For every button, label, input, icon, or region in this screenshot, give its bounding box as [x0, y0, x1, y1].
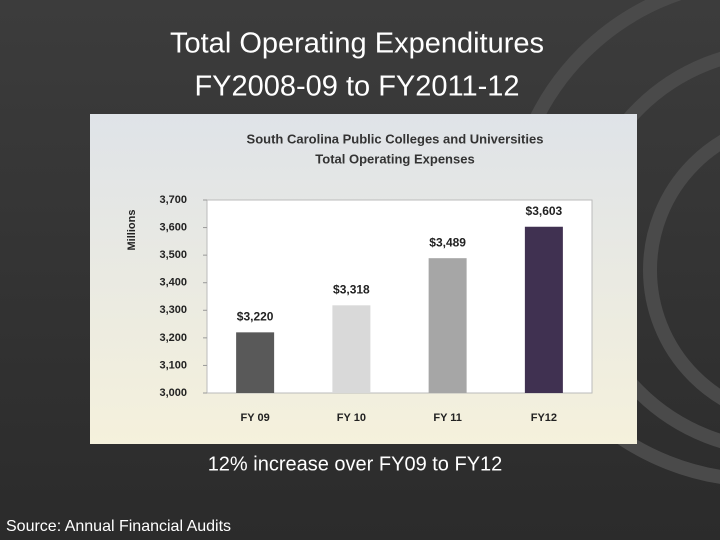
x-tick-label: FY12 — [531, 412, 557, 424]
y-tick-label: 3,400 — [159, 277, 187, 289]
chart-subtitle: Total Operating Expenses — [315, 151, 474, 166]
data-label: $3,220 — [237, 310, 274, 324]
note: 12% increase over FY09 to FY12 — [208, 453, 503, 475]
y-tick-label: 3,000 — [159, 387, 187, 399]
y-tick-label: 3,200 — [159, 332, 187, 344]
y-tick-label: 3,700 — [159, 194, 187, 206]
source: Source: Annual Financial Audits — [6, 518, 231, 535]
data-label: $3,603 — [526, 204, 563, 218]
y-tick-label: 3,300 — [159, 304, 187, 316]
x-tick-label: FY 11 — [433, 412, 462, 424]
bar — [428, 258, 467, 393]
slide-title: FY2008-09 to FY2011-12 — [194, 71, 519, 103]
slide-title: Total Operating Expenditures — [170, 28, 544, 60]
bar — [236, 332, 275, 393]
data-label: $3,318 — [333, 282, 370, 296]
y-tick-label: 3,600 — [159, 221, 187, 233]
chart-title: South Carolina Public Colleges and Unive… — [247, 131, 544, 146]
bar — [524, 226, 563, 393]
x-tick-label: FY 10 — [337, 412, 366, 424]
y-tick-label: 3,500 — [159, 249, 187, 261]
data-label: $3,489 — [429, 235, 466, 249]
y-axis-label: Millions — [126, 210, 138, 251]
bar — [332, 305, 371, 393]
x-tick-label: FY 09 — [241, 412, 270, 424]
y-tick-label: 3,100 — [159, 359, 187, 371]
